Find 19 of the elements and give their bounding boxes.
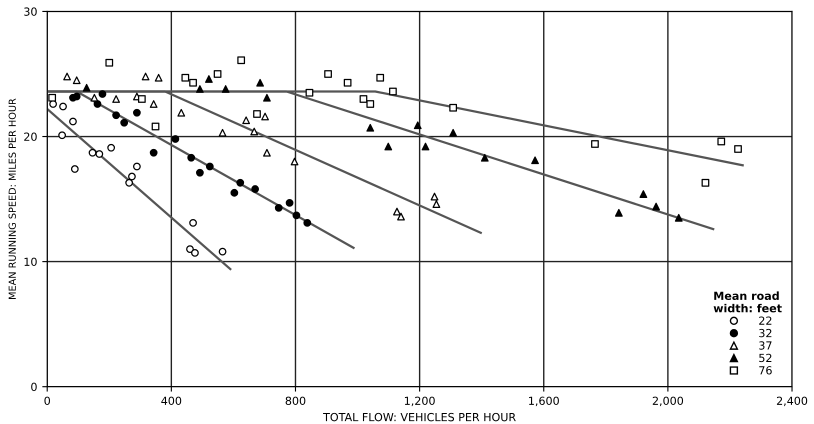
y-tick-label: 20 <box>24 132 37 141</box>
x-tick-label: 1,200 <box>404 396 435 406</box>
y-tick-label: 10 <box>24 258 37 266</box>
y-axis-title: MEAN RUNNING SPEED: MILES PER HOUR <box>8 98 16 299</box>
x-tick-label: 2,000 <box>652 396 684 406</box>
legend-title: Mean road width: feet <box>714 291 782 312</box>
x-tick-label: 400 <box>161 396 182 406</box>
legend-label: 32 <box>759 328 772 338</box>
x-tick-label: 800 <box>286 396 306 406</box>
x-tick-label: 0 <box>44 396 50 406</box>
legend-label: 76 <box>759 366 772 375</box>
y-tick-label: 0 <box>31 382 37 392</box>
x-tick-label: 2,400 <box>776 396 808 406</box>
legend-label: 52 <box>759 354 772 362</box>
y-tick-label: 30 <box>24 7 37 16</box>
legend-label: 37 <box>759 341 772 350</box>
x-axis-title: TOTAL FLOW: VEHICLES PER HOUR <box>323 412 516 422</box>
x-tick-label: 1,600 <box>529 396 559 406</box>
legend-label: 22 <box>759 316 772 325</box>
